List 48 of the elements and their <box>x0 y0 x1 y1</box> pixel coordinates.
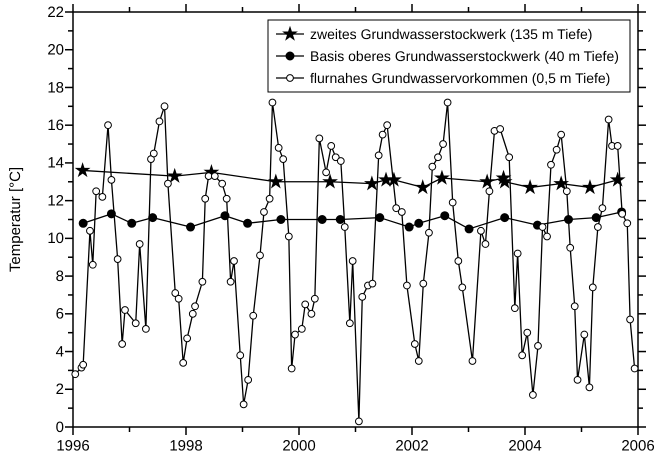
point <box>416 180 430 194</box>
x-tick-label: 2004 <box>508 437 542 454</box>
point <box>554 176 568 190</box>
y-tick-label: 2 <box>56 381 64 398</box>
point <box>500 213 510 222</box>
point <box>336 215 345 224</box>
point <box>168 168 182 182</box>
y-axis-title: Temperatur [°C] <box>7 166 24 272</box>
point <box>404 222 414 232</box>
x-tick-label: 2000 <box>282 437 316 454</box>
y-tick-label: 20 <box>47 42 64 59</box>
legend-label: flurnahes Grundwasservorkommen (0,5 m Tiefe) <box>310 70 610 86</box>
y-tick-label: 12 <box>47 192 64 210</box>
point <box>78 218 88 228</box>
point <box>186 222 196 232</box>
point <box>592 213 601 222</box>
point <box>243 218 252 228</box>
point <box>440 211 450 220</box>
y-tick-label: 14 <box>47 154 64 172</box>
y-tick-label: 0 <box>56 418 64 436</box>
y-tick-label: 10 <box>47 230 64 248</box>
x-tick-label: 1998 <box>169 437 203 454</box>
y-tick-label: 18 <box>47 79 64 96</box>
point <box>365 176 379 190</box>
y-tick-label: 22 <box>47 4 64 21</box>
point <box>268 174 283 188</box>
point <box>480 174 494 188</box>
point <box>498 174 512 188</box>
legend-label: Basis oberes Grundwasserstockwerk (40 m Tiefe) <box>310 48 619 64</box>
legend-label: zweites Grundwasserstockwerk (135 m Tiefe) <box>310 26 592 42</box>
point <box>276 215 286 224</box>
point <box>76 163 90 176</box>
x-tick-label: 2002 <box>395 437 429 454</box>
point <box>323 174 337 188</box>
x-tick-label: 1996 <box>56 437 90 454</box>
y-tick-label: 4 <box>56 343 64 360</box>
point <box>375 213 384 222</box>
point <box>127 218 136 228</box>
x-tick-label: 2006 <box>621 437 655 454</box>
y-tick-label: 6 <box>56 306 64 323</box>
point <box>523 180 537 194</box>
y-tick-label: 16 <box>47 116 64 134</box>
point <box>583 180 597 194</box>
point <box>414 218 424 228</box>
y-tick-label: 8 <box>56 268 64 285</box>
point <box>318 215 327 224</box>
point <box>464 224 474 234</box>
point <box>435 170 449 184</box>
